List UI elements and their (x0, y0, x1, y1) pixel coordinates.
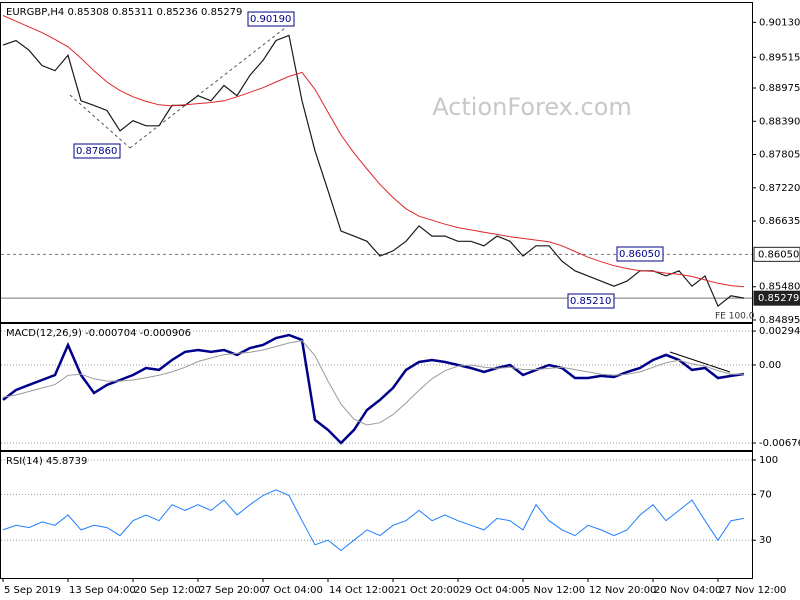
y-tick-label: 70 (759, 489, 772, 500)
annotation: 0.86050 (619, 249, 660, 260)
annotation: 0.85210 (570, 296, 611, 307)
annotation-box (247, 11, 295, 27)
price-panel (0, 2, 753, 323)
level-label: 0.85279 (758, 293, 799, 304)
series-line (2, 340, 744, 426)
y-tick-label: 30 (759, 535, 772, 546)
x-tick-label: 29 Oct 04:00 (459, 585, 524, 596)
x-tick-label: 5 Sep 2019 (4, 585, 61, 596)
x-tick-label: 27 Nov 12:00 (719, 585, 786, 596)
annotation: 0.87860 (76, 146, 117, 157)
series-line (2, 34, 745, 308)
y-tick-label: 0.89515 (759, 52, 800, 63)
y-tick-label: 0.00 (759, 360, 781, 371)
y-tick-label: -0.006761 (759, 438, 800, 449)
y-tick-label: 0.90130 (759, 17, 800, 28)
series-line (2, 489, 745, 552)
x-tick-label: 14 Oct 12:00 (329, 585, 394, 596)
y-tick-label: 0.86635 (759, 216, 800, 227)
x-tick-label: 5 Nov 12:00 (524, 585, 585, 596)
x-tick-label: 21 Oct 20:00 (394, 585, 459, 596)
y-tick-label: 0.002942 (759, 326, 800, 337)
level-label-box (753, 290, 800, 306)
annotation-box (616, 246, 664, 262)
x-tick-label: 13 Sep 04:00 (69, 585, 136, 596)
y-tick-label: 0.87805 (759, 150, 800, 161)
annotation: FE 100.0 (715, 312, 755, 322)
y-tick-label: 100 (759, 455, 778, 466)
y-tick-label: 0.88975 (759, 83, 800, 94)
annotation-box (73, 143, 121, 159)
series-line (2, 15, 745, 288)
level-label: 0.86050 (758, 249, 799, 260)
wave-line (69, 94, 131, 149)
x-tick-label: 20 Sep 12:00 (134, 585, 201, 596)
y-tick-label: 0.88390 (759, 116, 800, 127)
divergence-line (669, 351, 731, 373)
rsi-panel (0, 451, 753, 579)
y-tick-label: 0.87220 (759, 183, 800, 194)
x-tick-label: 20 Nov 04:00 (654, 585, 721, 596)
x-tick-label: 7 Oct 04:00 (264, 585, 323, 596)
y-tick-label: 0.84895 (759, 315, 800, 326)
wave-line (129, 27, 286, 149)
annotation: 0.90190 (250, 14, 291, 25)
y-tick-label: 0.85480 (759, 282, 800, 293)
x-tick-label: 12 Nov 20:00 (589, 585, 656, 596)
panel-title: EURGBP,H4 0.85308 0.85311 0.85236 0.8527… (6, 7, 242, 18)
watermark: ActionForex.com (432, 93, 632, 121)
annotation-box (567, 293, 615, 309)
x-tick-label: 27 Sep 20:00 (199, 585, 266, 596)
panel-title: RSI(14) 45.8739 (6, 456, 87, 467)
level-label-box (753, 246, 800, 262)
panel-title: MACD(12,26,9) -0.000704 -0.000906 (6, 328, 191, 339)
macd-panel (0, 323, 753, 451)
